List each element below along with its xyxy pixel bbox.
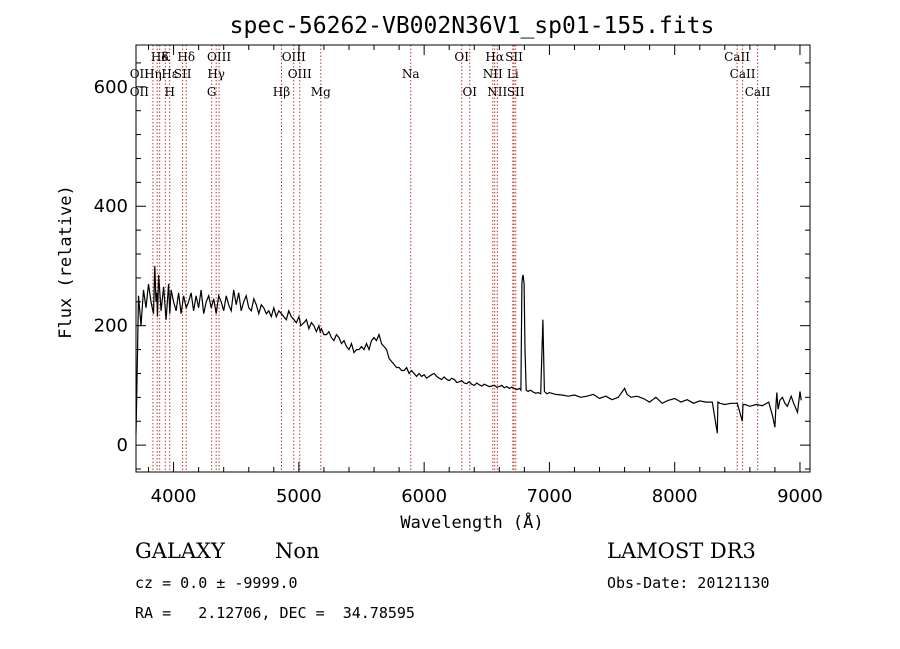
x-axis-ticks: 4000 5000 6000 7000 8000 9000 xyxy=(148,45,823,507)
line-label-14: Hβ xyxy=(273,85,290,99)
line-label-22: SII xyxy=(505,50,523,64)
y-tick-label-200: 200 xyxy=(94,316,128,337)
y-tick-label-600: 600 xyxy=(94,77,128,98)
line-label-27: CaII xyxy=(745,85,771,99)
spectrum-series-line xyxy=(135,265,802,434)
y-axis-label: Flux (relative) xyxy=(56,185,76,339)
line-label-19: Hα xyxy=(485,50,504,64)
x-tick-label-9000: 9000 xyxy=(777,486,823,507)
x-tick-label-8000: 8000 xyxy=(652,486,698,507)
line-label-7: Hδ xyxy=(177,50,195,64)
chart-title: spec-56262-VB002N36V1_sp01-155.fits xyxy=(230,13,715,39)
line-label-8: SII xyxy=(174,67,192,81)
line-label-0: OII xyxy=(130,67,150,81)
object-subclass-label: Non xyxy=(275,539,320,563)
line-label-26: CaII xyxy=(730,67,756,81)
line-label-23: Li xyxy=(507,67,519,81)
x-axis-label: Wavelength (Å) xyxy=(400,511,543,533)
line-label-17: OI xyxy=(454,50,469,64)
line-label-12: OIII xyxy=(282,50,306,64)
coordinates-line: RA = 2.12706, DEC = 34.78595 xyxy=(135,604,415,622)
x-tick-label-7000: 7000 xyxy=(527,486,573,507)
plot-frame xyxy=(135,44,811,473)
line-label-9: OIII xyxy=(207,50,231,64)
line-label-13: OIII xyxy=(288,67,312,81)
y-tick-label-400: 400 xyxy=(94,196,128,217)
survey-label: LAMOST DR3 xyxy=(607,539,756,563)
line-label-11: G xyxy=(207,85,217,99)
line-label-21: NII xyxy=(487,85,507,99)
object-class-label: GALAXY xyxy=(135,539,225,563)
line-label-6: H xyxy=(164,85,174,99)
line-label-10: Hγ xyxy=(207,67,225,81)
line-label-20: NII xyxy=(483,67,503,81)
line-label-4: K xyxy=(161,50,171,64)
line-label-18: OI xyxy=(462,85,477,99)
line-label-24: SII xyxy=(507,85,525,99)
obs-date-line: Obs-Date: 20121130 xyxy=(607,574,770,592)
redshift-line: cz = 0.0 ± -9999.0 xyxy=(135,574,298,592)
line-label-15: Mg xyxy=(311,85,331,99)
line-label-3: Hδ xyxy=(151,50,169,64)
x-tick-label-5000: 5000 xyxy=(276,486,322,507)
y-axis-ticks: 0 200 400 600 xyxy=(94,62,810,470)
x-tick-label-4000: 4000 xyxy=(151,486,197,507)
spectrum-chart: spec-56262-VB002N36V1_sp01-155.fits OII O… xyxy=(56,13,823,533)
line-label-25: CaII xyxy=(724,50,750,64)
line-label-1: OII xyxy=(130,85,150,99)
x-tick-label-6000: 6000 xyxy=(401,486,447,507)
y-tick-label-0: 0 xyxy=(117,435,128,456)
line-label-5: Hε xyxy=(161,67,178,81)
line-label-16: Na xyxy=(402,67,420,81)
emission-line-markers xyxy=(152,45,759,472)
line-label-2: Hη xyxy=(144,67,162,81)
